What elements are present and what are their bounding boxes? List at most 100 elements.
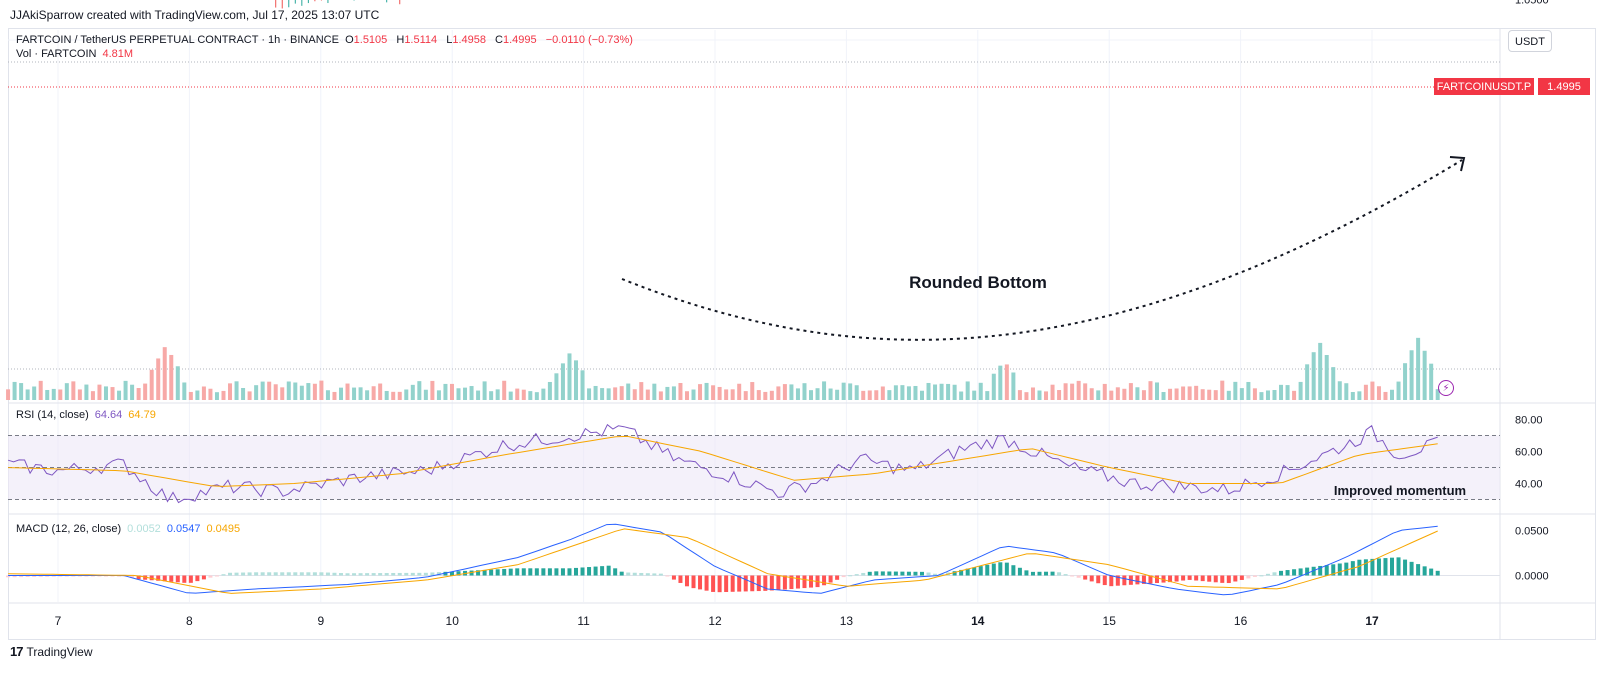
volume-bar [77, 389, 82, 400]
volume-bar [1200, 389, 1205, 400]
macd-histogram-bar [887, 571, 892, 576]
macd-axis-label: 0.0000 [1515, 571, 1549, 583]
macd-histogram-bar [1305, 567, 1310, 576]
y-axis-labels: 1.40001.35001.30001.25001.19001.13001.09… [1515, 0, 1549, 583]
macd-histogram-bar [717, 575, 722, 593]
macd-histogram-bar [1050, 571, 1055, 576]
volume-bar [1154, 382, 1159, 400]
volume-bar [358, 387, 363, 400]
volume-bar [802, 383, 807, 400]
macd-histogram-bar [795, 575, 800, 589]
macd-histogram-bar [365, 573, 370, 576]
volume-bar [1265, 390, 1270, 400]
volume-bar [926, 382, 931, 400]
macd-histogram-bar [19, 575, 24, 578]
macd-histogram-bar [1220, 575, 1225, 583]
volume-bar [1122, 388, 1127, 400]
macd-histogram-bar [391, 572, 396, 576]
volume-value: 4.81M [102, 48, 134, 60]
volume-bar [743, 391, 748, 400]
currency-button[interactable]: USDT [1508, 30, 1552, 52]
volume-bar [978, 382, 983, 400]
macd-histogram-bar [776, 575, 781, 590]
volume-bar [574, 360, 579, 400]
macd-histogram-bar [1324, 565, 1329, 576]
macd-histogram-bar [169, 575, 174, 582]
macd-histogram-bar [1252, 575, 1257, 577]
volume-bar [704, 382, 709, 400]
macd-histogram-bar [1109, 575, 1114, 587]
lightning-icon[interactable]: ⚡ [1438, 380, 1454, 396]
macd-histogram-bar [358, 573, 363, 576]
volume-bar [691, 389, 696, 400]
macd-histogram-bar [149, 575, 154, 581]
macd-histogram-bar [822, 575, 827, 586]
volume-bar [724, 389, 729, 400]
macd-histogram-bar [835, 575, 840, 580]
date-axis-label: 16 [1234, 614, 1248, 628]
volume-bar [319, 380, 324, 400]
rsi-lines [7, 423, 1438, 504]
rsi-ma-value: 64.79 [128, 409, 156, 421]
macd-histogram-bar [338, 573, 343, 576]
macd-histogram-bar [671, 575, 676, 580]
macd-histogram-bar [130, 575, 135, 578]
macd-histogram-bar [1030, 571, 1035, 576]
volume-bar [1194, 385, 1199, 400]
improved-momentum-label: Improved momentum [1334, 483, 1466, 498]
volume-bar [1141, 390, 1146, 400]
chart-credit: JJAkiSparrow created with TradingView.co… [10, 8, 380, 22]
macd-histogram-bar [430, 572, 435, 576]
volume-bar [665, 386, 670, 400]
volume-bar [1376, 386, 1381, 400]
volume-bar [436, 390, 441, 400]
price-axis-label: 1.0500 [1515, 0, 1549, 6]
volume-bar [867, 390, 872, 400]
volume-bar [1429, 363, 1434, 400]
macd-histogram-bar [1429, 568, 1434, 576]
volume-bar [1233, 381, 1238, 400]
macd-histogram-bar [410, 572, 415, 576]
macd-histogram-bar [645, 573, 650, 576]
macd-histogram-bar [1265, 573, 1270, 576]
date-axis-label: 15 [1103, 614, 1117, 628]
volume-bar [606, 388, 611, 400]
macd-histogram-bar [306, 572, 311, 576]
volume-bar [1285, 385, 1290, 400]
macd-histogram-bar [1174, 575, 1179, 582]
rsi-ma-line [8, 435, 1438, 487]
volume-bar [900, 385, 905, 400]
volume-bar [1213, 390, 1218, 400]
macd-histogram-bar [1161, 575, 1166, 583]
volume-bar [143, 383, 148, 400]
date-axis-label: 12 [708, 614, 722, 628]
macd-histogram-bar [1115, 575, 1120, 586]
volume-bar [64, 383, 69, 400]
volume-bar [241, 387, 246, 400]
volume-label: Vol · FARTCOIN [16, 48, 97, 60]
macd-histogram-bar [867, 571, 872, 576]
volume-bar [260, 381, 265, 400]
volume-bar [946, 383, 951, 400]
macd-histogram-bar [136, 575, 141, 580]
macd-histogram-bar [1376, 558, 1381, 576]
volume-bar [658, 391, 663, 400]
volume-bar [410, 384, 415, 400]
volume-bar [972, 390, 977, 400]
candles [275, 0, 401, 9]
macd-histogram-bar [789, 575, 794, 590]
tradingview-brand[interactable]: 17 TradingView [10, 644, 93, 659]
macd-histogram-bar [919, 571, 924, 576]
rsi-value: 64.64 [94, 409, 123, 421]
macd-histogram-bar [515, 568, 520, 576]
macd-histogram-bar [1187, 575, 1192, 580]
volume-bar [228, 383, 233, 400]
volume-bar [1324, 355, 1329, 400]
volume-bar [711, 385, 716, 400]
volume-bar [469, 386, 474, 400]
macd-histogram-bar [449, 571, 454, 576]
rounded-bottom-curve [621, 159, 1463, 341]
macd-histogram-bar [1194, 575, 1199, 581]
volume-bar [1174, 388, 1179, 400]
